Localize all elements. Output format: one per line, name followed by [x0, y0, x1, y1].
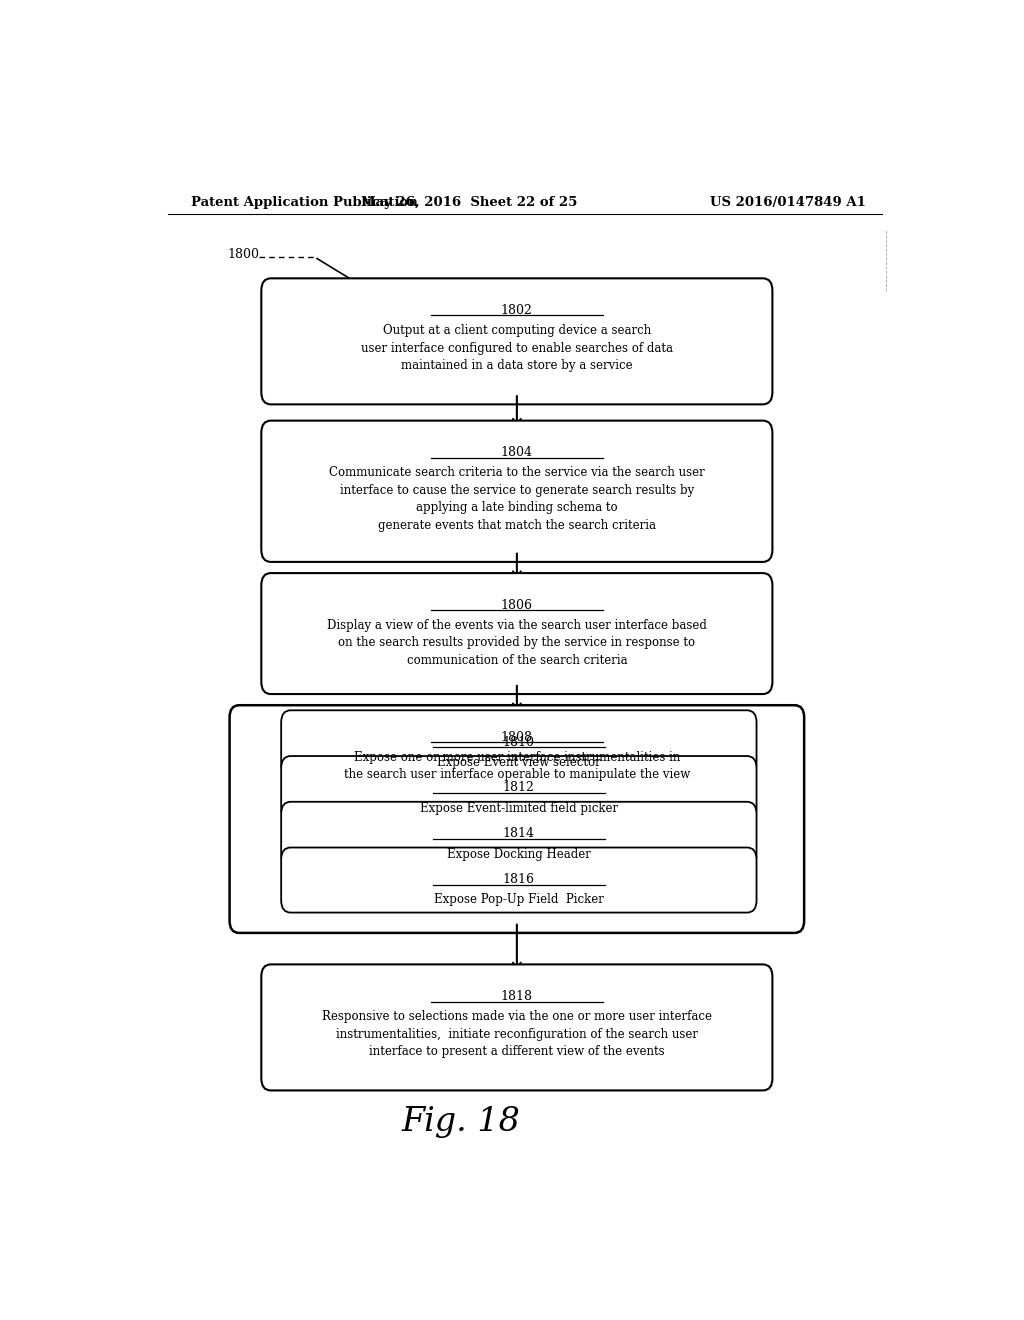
FancyBboxPatch shape [261, 279, 772, 404]
FancyBboxPatch shape [282, 710, 757, 775]
Text: 1810: 1810 [503, 735, 535, 748]
Text: Expose Pop-Up Field  Picker: Expose Pop-Up Field Picker [434, 894, 604, 907]
Text: 1806: 1806 [501, 598, 532, 611]
FancyBboxPatch shape [261, 965, 772, 1090]
Text: Patent Application Publication: Patent Application Publication [191, 195, 418, 209]
Text: 1818: 1818 [501, 990, 532, 1003]
Text: May 26, 2016  Sheet 22 of 25: May 26, 2016 Sheet 22 of 25 [361, 195, 578, 209]
Text: Display a view of the events via the search user interface based
on the search r: Display a view of the events via the sea… [327, 619, 707, 667]
Text: US 2016/0147849 A1: US 2016/0147849 A1 [711, 195, 866, 209]
Text: Expose Docking Header: Expose Docking Header [446, 847, 591, 861]
FancyBboxPatch shape [282, 801, 757, 867]
FancyBboxPatch shape [261, 421, 772, 562]
FancyBboxPatch shape [229, 705, 804, 933]
Text: 1816: 1816 [503, 873, 535, 886]
Text: Expose Event view selector: Expose Event view selector [437, 756, 601, 770]
Text: Output at a client computing device a search
user interface configured to enable: Output at a client computing device a se… [360, 325, 673, 372]
FancyBboxPatch shape [282, 847, 757, 912]
Text: Fig. 18: Fig. 18 [401, 1106, 521, 1138]
FancyBboxPatch shape [261, 573, 772, 694]
Text: Communicate search criteria to the service via the search user
interface to caus: Communicate search criteria to the servi… [329, 466, 705, 532]
Text: 1812: 1812 [503, 781, 535, 795]
Text: Expose Event-limited field picker: Expose Event-limited field picker [420, 801, 617, 814]
Text: 1808: 1808 [501, 731, 532, 743]
Text: Responsive to selections made via the one or more user interface
instrumentaliti: Responsive to selections made via the on… [322, 1010, 712, 1059]
Text: 1814: 1814 [503, 828, 535, 841]
Text: 1804: 1804 [501, 446, 532, 459]
Text: 1802: 1802 [501, 304, 532, 317]
Text: Expose one or more user interface instrumentalities in
the search user interface: Expose one or more user interface instru… [344, 751, 690, 781]
Text: 1800: 1800 [227, 248, 259, 261]
FancyBboxPatch shape [282, 756, 757, 821]
